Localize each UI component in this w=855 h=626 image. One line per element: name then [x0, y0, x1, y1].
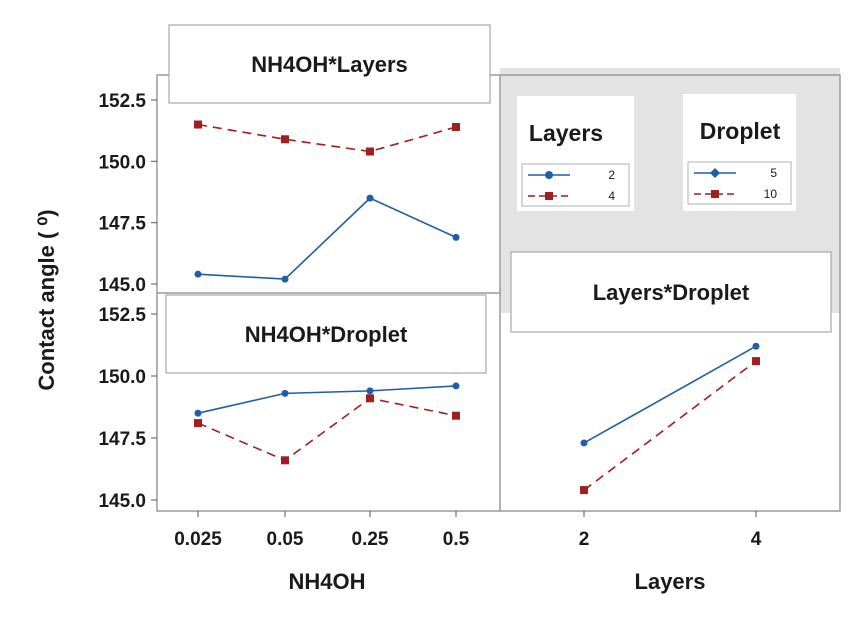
legend-droplet-box: [683, 94, 796, 211]
panel-3-title-box: [510, 251, 832, 333]
legend-layers-entry-2-marker: [545, 171, 553, 179]
panel-3-series-5-point-4: [752, 342, 760, 350]
panel-1-series-2-line: [197, 197, 457, 280]
title-boxes: [165, 24, 832, 374]
legend-droplet-entries-frame: [687, 161, 792, 205]
panel-3-series-10-point-2: [580, 486, 588, 495]
panel-1-ytick-label-152.5: 152.5: [98, 91, 146, 112]
panel-3-series-5-line: [583, 345, 757, 444]
panel-2-series-10-point-0.025: [194, 419, 202, 428]
panel-2-series-5-point-0.05: [281, 389, 289, 397]
legend-droplet-title: Droplet: [700, 118, 781, 144]
legend-layers-entry-2-label: 2: [608, 168, 615, 182]
legend-layers-title: Layers: [529, 120, 603, 146]
panel-2-title-box: [165, 294, 487, 374]
chart-text: NH4OH*Layers 145.0 147.5 150.0 152.5 NH4OH*Dr…: [34, 52, 781, 594]
panel-2-xtick-label-0.05: 0.05: [267, 529, 304, 550]
panel-2-series-5-line: [197, 385, 457, 414]
panel-2-xtick-label-0.25: 0.25: [352, 529, 389, 550]
panel-1-ytick-label-147.5: 147.5: [98, 214, 146, 235]
panel-1-series-4-point-0.025: [194, 120, 202, 129]
panel-2-series-5-point-0.25: [366, 387, 374, 395]
panel-1-ytick-label-150.0: 150.0: [98, 152, 146, 173]
panel-1-series-4-line: [197, 123, 457, 153]
legend-droplet-entry-10-label: 10: [764, 187, 778, 201]
panel-2-xlabel: NH4OH: [288, 569, 365, 594]
panel-2-series-5-point-0.5: [452, 382, 460, 390]
panel-2-xtick-label-0.5: 0.5: [443, 529, 470, 550]
panel-3-title: Layers*Droplet: [593, 280, 750, 305]
panel-3-series-10-point-4: [752, 357, 760, 366]
panel-2-series-10-point-0.05: [281, 456, 289, 465]
panel-2-xtick-label-0.025: 0.025: [174, 529, 222, 550]
panel-1-series-4-point-0.05: [281, 135, 289, 144]
legend-layers-entries-frame: [521, 163, 630, 207]
panel-3-series-5-point-2: [580, 439, 588, 447]
panel-1-series-4-point-0.5: [452, 122, 460, 131]
panel-2-title: NH4OH*Droplet: [245, 322, 408, 347]
panel-3-xtick-label-2: 2: [579, 529, 590, 550]
legend-layers-entry-4-label: 4: [608, 189, 615, 203]
panel-2-ytick-label-152.5: 152.5: [98, 305, 146, 326]
panel-1-series-2-point-0.05: [281, 275, 289, 283]
panel-3-xlabel: Layers: [635, 569, 706, 594]
panel-2-ytick-label-147.5: 147.5: [98, 429, 146, 450]
panel-1-series-2-point-0.5: [452, 233, 460, 241]
panel-1-title: NH4OH*Layers: [251, 52, 408, 77]
panel-2-series-10-line: [197, 397, 457, 462]
legend-layers-box: [517, 96, 634, 211]
panel-2-series-5-point-0.025: [194, 409, 202, 417]
panel-1-title-box: [168, 24, 491, 104]
panel-2-series-10-point-0.5: [452, 411, 460, 420]
panel-2-series-10-point-0.25: [366, 394, 374, 403]
y-axis-title: Contact angle ( ⁰): [34, 209, 59, 390]
panel-1-ytick-label-145.0: 145.0: [98, 275, 146, 296]
panel-3-xtick-label-4: 4: [751, 529, 762, 550]
panel-3-series-10-line: [583, 360, 757, 491]
panel-1-series-4-point-0.25: [366, 147, 374, 156]
legend-droplet-entry-5-label: 5: [770, 166, 777, 180]
legend-layers-entry-4-marker: [545, 192, 553, 200]
panel-2-ytick-label-150.0: 150.0: [98, 367, 146, 388]
legend-droplet-entry-5-marker: [710, 168, 720, 178]
panel-1-series-2-point-0.25: [366, 194, 374, 202]
panel-1-series-2-point-0.025: [194, 270, 202, 278]
series-lines: [151, 99, 760, 517]
panel-2-ytick-label-145.0: 145.0: [98, 491, 146, 512]
legend-droplet-entry-10-marker: [711, 190, 719, 198]
